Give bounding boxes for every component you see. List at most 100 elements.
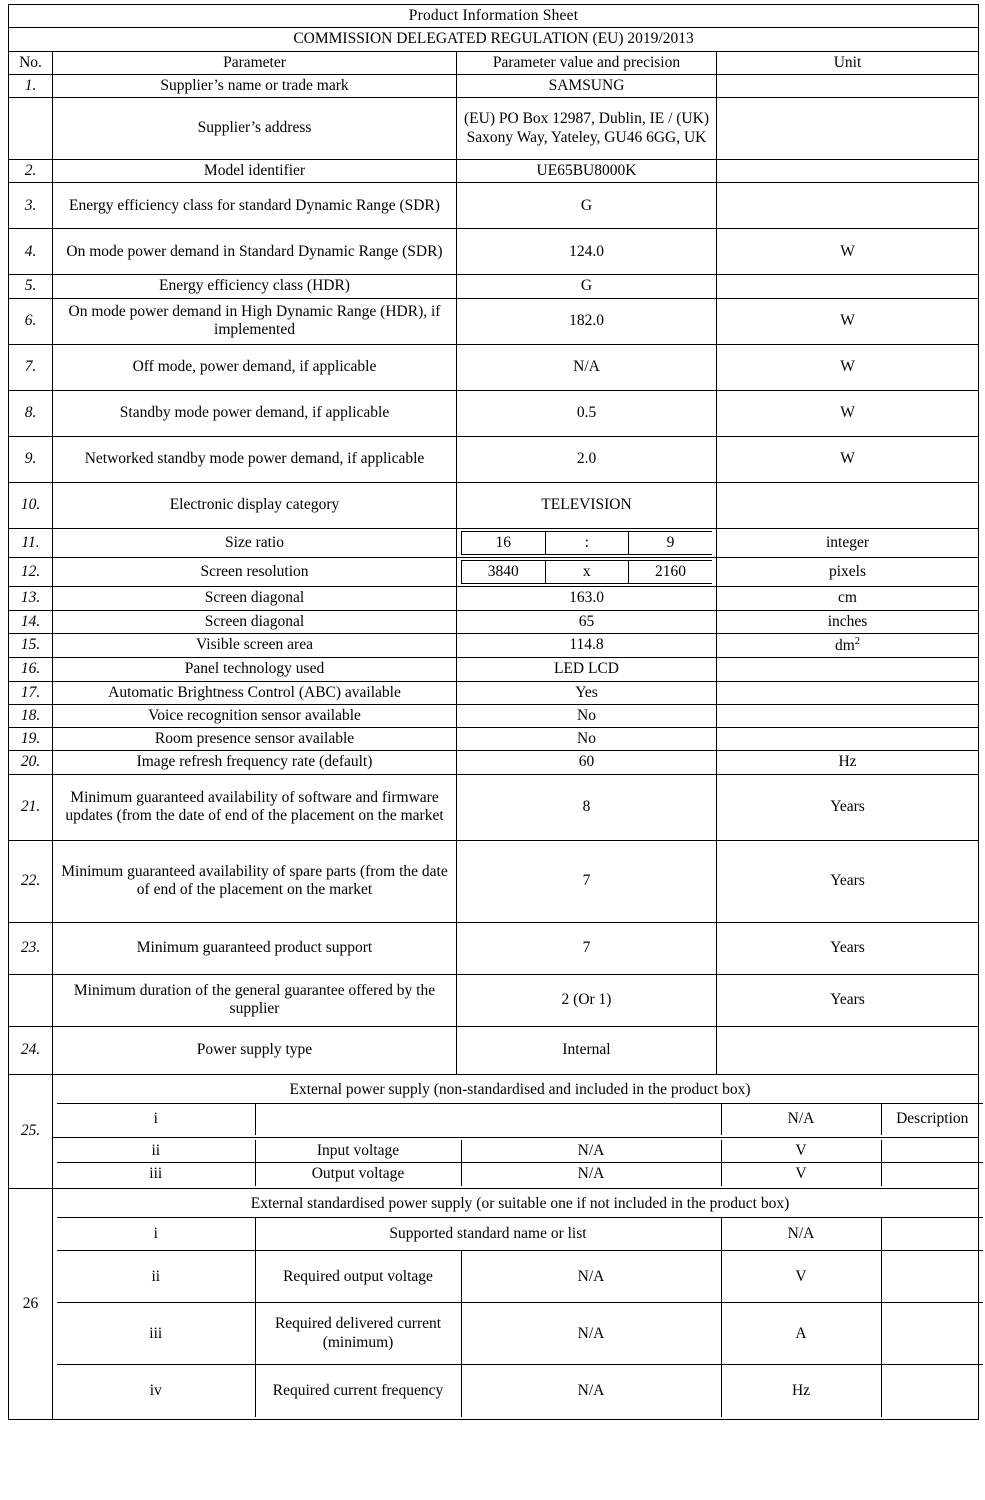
section-26-banner: External standardised power supply (or s… [57, 1190, 984, 1219]
table-row: 6. On mode power demand in High Dynamic … [8, 297, 980, 345]
row-value: UE65BU8000K [456, 159, 717, 184]
row-number: 16. [8, 657, 53, 682]
row-unit: integer [715, 527, 980, 558]
row-value: 2 (Or 1) [456, 973, 717, 1027]
subrow-value: N/A [460, 1302, 722, 1366]
table-row: 22. Minimum guaranteed availability of s… [8, 839, 980, 923]
row-number: 20. [8, 750, 53, 775]
table-row: 14. Screen diagonal 65 inches [8, 609, 980, 634]
row-value: Internal [456, 1025, 717, 1075]
row-parameter: Room presence sensor available [52, 727, 457, 752]
row-value: G [456, 274, 717, 299]
subrow-unit: N/A [720, 1103, 882, 1135]
row-number: 17. [8, 680, 53, 705]
row-parameter: Energy efficiency class for standard Dyn… [52, 182, 457, 230]
row-unit [715, 274, 980, 299]
table-row: 18. Voice recognition sensor available N… [8, 703, 980, 729]
value-separator: : [544, 530, 629, 555]
row-parameter: Automatic Brightness Control (ABC) avail… [52, 680, 457, 705]
row-unit: Years [715, 921, 980, 975]
row-unit: W [715, 297, 980, 345]
subrow-unit: V [720, 1162, 882, 1186]
row-number: 11. [8, 527, 53, 558]
section-26-body: External standardised power supply (or s… [51, 1187, 984, 1420]
row-parameter: Off mode, power demand, if applicable [52, 343, 457, 391]
row-unit: W [715, 435, 980, 483]
row-value: N/A [456, 343, 717, 391]
row-value: 0.5 [456, 389, 717, 437]
row-unit [715, 657, 980, 682]
row-number: 2. [8, 159, 53, 184]
subrow-numeral: i [57, 1103, 256, 1135]
row-value: 60 [456, 750, 717, 775]
section-25-subtable: ii Input voltage N/A V iii Output voltag… [57, 1139, 983, 1186]
section-25-banner-row: External power supply (non-standardised … [57, 1076, 984, 1105]
row-number: 14. [8, 609, 53, 634]
row-parameter: Supplier’s name or trade mark [52, 73, 457, 99]
row-parameter: Standby mode power demand, if applicable [52, 389, 457, 437]
row-unit [715, 1025, 980, 1075]
row-number: 4. [8, 228, 53, 276]
table-row: 7. Off mode, power demand, if applicable… [8, 343, 980, 391]
table-row: 2. Model identifier UE65BU8000K [8, 159, 980, 184]
row-number: 10. [8, 481, 53, 529]
section-25-table: External power supply (non-standardised … [57, 1076, 984, 1135]
row-value: 163.0 [456, 586, 717, 611]
row-unit-area: dm2 [715, 632, 980, 659]
row-value: No [456, 727, 717, 752]
product-information-sheet: Product Information Sheet COMMISSION DEL… [7, 3, 984, 1420]
value-part-b: 9 [628, 530, 712, 555]
row-unit [715, 703, 980, 729]
table-row: 8. Standby mode power demand, if applica… [8, 389, 980, 437]
row-value: G [456, 182, 717, 230]
subrow-i: i Supported standard name or list N/A [57, 1217, 984, 1252]
row-unit [715, 182, 980, 230]
subrow-label: Input voltage [254, 1139, 462, 1164]
row-value: 114.8 [456, 632, 717, 659]
row-value: 8 [456, 773, 717, 841]
row-value: No [456, 703, 717, 729]
row-number: 9. [8, 435, 53, 483]
subrow-iii: iii Required delivered current (minimum)… [57, 1302, 984, 1366]
section-25-body: External power supply (non-standardised … [51, 1073, 984, 1138]
row-number: 22. [8, 839, 53, 923]
row-parameter: Size ratio [52, 527, 457, 558]
table-row: 9. Networked standby mode power demand, … [8, 435, 980, 483]
header-unit: Unit [715, 50, 980, 75]
subrow-unit: N/A [720, 1217, 882, 1252]
row-unit: Hz [715, 750, 980, 775]
subrow-description [880, 1364, 984, 1417]
superscript-two: 2 [854, 635, 861, 647]
table-row: 11. Size ratio 16 : 9 integer [8, 527, 980, 558]
row-parameter: Minimum guaranteed availability of softw… [52, 773, 457, 841]
row-value: 182.0 [456, 297, 717, 345]
table-row: 5. Energy efficiency class (HDR) G [8, 274, 980, 299]
table-row: 17. Automatic Brightness Control (ABC) a… [8, 680, 980, 705]
regulation-reference: COMMISSION DELEGATED REGULATION (EU) 201… [7, 27, 980, 52]
column-header-row: No. Parameter Parameter value and precis… [8, 50, 980, 75]
row-unit: Years [715, 839, 980, 923]
row-value: 65 [456, 609, 717, 634]
row-parameter: Minimum duration of the general guarante… [52, 973, 457, 1027]
row-parameter: Networked standby mode power demand, if … [52, 435, 457, 483]
row-unit [715, 481, 980, 529]
row-parameter: On mode power demand in Standard Dynamic… [52, 228, 457, 276]
subrow-numeral: ii [57, 1250, 256, 1304]
table-row: 19. Room presence sensor available No [8, 727, 980, 752]
subrow-unit: V [720, 1250, 882, 1304]
row-number: 1. [8, 73, 53, 99]
subrow-label: Required output voltage [254, 1250, 462, 1304]
row-parameter: Screen diagonal [52, 609, 457, 634]
row-number: 6. [8, 297, 53, 345]
subrow-numeral: iii [57, 1162, 256, 1186]
row-number: 23. [8, 921, 53, 975]
subrow-description [880, 1139, 983, 1164]
value-part-a: 3840 [461, 559, 546, 585]
row-value-split: 3840 x 2160 [456, 556, 717, 588]
row-parameter: Screen diagonal [52, 586, 457, 611]
row-parameter: Minimum guaranteed product support [52, 921, 457, 975]
row-number: 13. [8, 586, 53, 611]
subrow-iv: iv Required current frequency N/A Hz [57, 1364, 984, 1417]
row-parameter: Visible screen area [52, 632, 457, 659]
table-row: 3. Energy efficiency class for standard … [8, 182, 980, 230]
